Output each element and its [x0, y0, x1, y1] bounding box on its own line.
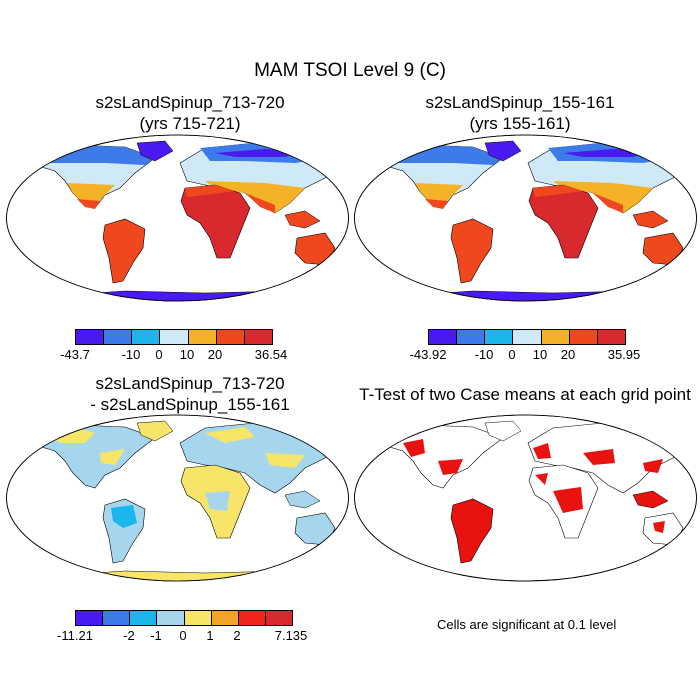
panel2-tick: 20 [560, 347, 576, 362]
panel1-colorbar-swatch [76, 330, 105, 344]
panel3-colorbar-swatch [103, 611, 131, 625]
panel1-colorbar-swatch [132, 330, 161, 344]
panel3-tick: 2 [233, 628, 241, 643]
panel4-map [354, 414, 697, 582]
panel3-colorbar [75, 610, 293, 626]
se-asia [632, 490, 669, 509]
panel2-tick: 0 [508, 347, 516, 362]
greenland [136, 140, 174, 162]
panel2-title: s2sLandSpinup_155-161 (yrs 155-161) [355, 92, 685, 134]
panel1-tick: 20 [207, 347, 223, 362]
panel2-colorbar-swatch [569, 330, 598, 344]
panel3-map [6, 414, 349, 582]
panel2-colorbar-ticks: -43.92 -10 0 10 20 35.95 [410, 347, 641, 363]
panel1-colorbar-swatch [244, 330, 272, 344]
panel3-tick: -2 [123, 628, 135, 643]
south-america [450, 218, 494, 284]
panel2-colorbar-swatch [513, 330, 542, 344]
panel3-colorbar-swatch [184, 611, 212, 625]
panel1-tick: 36.54 [254, 347, 288, 362]
greenland [136, 420, 174, 442]
panel1-colorbar-swatch [216, 330, 245, 344]
panel1-colorbar [75, 329, 273, 345]
panel1-colorbar-swatch [104, 330, 133, 344]
panel3-tick: -11.21 [57, 628, 93, 643]
africa [180, 184, 251, 259]
figure-title: MAM TSOI Level 9 (C) [254, 60, 446, 81]
panel3-tick: -1 [150, 628, 162, 643]
panel3-colorbar-swatch [76, 611, 104, 625]
panel1-colorbar-swatch [160, 330, 189, 344]
africa [528, 184, 599, 259]
panel3-colorbar-swatch [238, 611, 266, 625]
panel1-title: s2sLandSpinup_713-720 (yrs 715-721) [25, 92, 355, 134]
panel2-colorbar [428, 329, 626, 345]
panel2-colorbar-swatch [485, 330, 514, 344]
panel3-title-line2: - s2sLandSpinup_155-161 [90, 395, 290, 414]
panel1-colorbar-ticks: -43.7 -10 0 10 20 36.54 [60, 347, 287, 363]
panel2-colorbar-swatch [457, 330, 486, 344]
panel3-colorbar-swatch [157, 611, 185, 625]
panel2-tick: 10 [532, 347, 548, 362]
greenland [484, 140, 522, 162]
panel3-colorbar-swatch [211, 611, 239, 625]
se-asia [284, 210, 321, 229]
panel1-title-line2: (yrs 715-721) [139, 114, 241, 133]
panel2-tick: 35.95 [607, 347, 641, 362]
south-america [102, 218, 146, 284]
greenland [484, 420, 522, 442]
panel3-tick: 7.135 [274, 628, 308, 643]
panel3-title-line1: s2sLandSpinup_713-720 [95, 374, 285, 393]
panel2-title-line1: s2sLandSpinup_155-161 [425, 93, 615, 112]
north-america [382, 424, 504, 489]
panel3-colorbar-swatch [265, 611, 292, 625]
panel2-tick: -10 [474, 347, 494, 362]
se-asia [284, 490, 321, 509]
panel1-colorbar-swatch [188, 330, 217, 344]
panel2-title-line2: (yrs 155-161) [469, 114, 571, 133]
panel1-title-line1: s2sLandSpinup_713-720 [95, 93, 285, 112]
panel1-tick: 10 [179, 347, 195, 362]
panel1-tick: -43.7 [60, 347, 90, 362]
panel3-tick: 1 [206, 628, 214, 643]
south-america [450, 498, 494, 564]
panel3-title: s2sLandSpinup_713-720 - s2sLandSpinup_15… [25, 373, 355, 415]
panel2-colorbar-swatch [597, 330, 625, 344]
panel2-tick: -43.92 [409, 347, 447, 362]
panel4-title: T-Test of two Case means at each grid po… [355, 384, 695, 405]
panel3-colorbar-swatch [130, 611, 158, 625]
significance-note: Cells are significant at 0.1 level [437, 617, 617, 632]
panel2-map [354, 134, 697, 302]
panel3-tick: 0 [179, 628, 187, 643]
panel2-colorbar-swatch [429, 330, 458, 344]
panel1-tick: 0 [155, 347, 163, 362]
se-asia [632, 210, 669, 229]
panel2-colorbar-swatch [541, 330, 570, 344]
panel4-title-line1: T-Test of two Case means at each grid po… [359, 385, 691, 404]
panel1-tick: -10 [121, 347, 141, 362]
panel3-colorbar-ticks: -11.21 -2 -1 0 1 2 7.135 [57, 628, 307, 644]
panel1-map [6, 134, 349, 302]
